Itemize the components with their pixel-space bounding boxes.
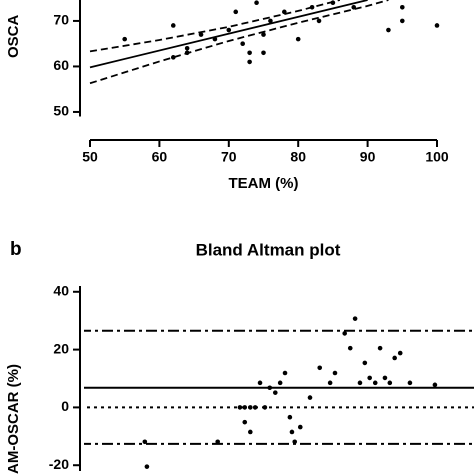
point <box>184 50 190 56</box>
point <box>351 4 357 10</box>
point <box>407 380 413 386</box>
point <box>432 382 438 388</box>
point <box>400 4 405 10</box>
panel-a: 50 60 70 OSCA 50 60 70 80 90 100 TEAM (%) <box>5 0 449 192</box>
y-tick-label: 40 <box>53 282 69 298</box>
x-tick-label: 80 <box>290 149 306 165</box>
point <box>184 45 190 51</box>
point <box>170 55 176 60</box>
point <box>297 424 303 430</box>
point <box>237 405 243 410</box>
point <box>257 380 263 386</box>
point <box>248 429 253 435</box>
chart-title: Bland Altman plot <box>196 240 341 259</box>
point <box>215 439 220 445</box>
point <box>292 439 298 445</box>
y-tick-label: 20 <box>53 340 69 356</box>
point <box>212 36 218 42</box>
y-axis-label: AM-OSCAR (%) <box>5 364 22 474</box>
point <box>316 18 322 24</box>
x-tick-label: 70 <box>221 149 237 165</box>
point <box>317 365 323 371</box>
point <box>233 9 239 15</box>
y-tick-label: 50 <box>53 103 69 119</box>
point <box>268 18 273 24</box>
x-tick-label: 60 <box>152 149 168 165</box>
point <box>327 380 333 386</box>
point <box>342 331 347 336</box>
point <box>400 18 405 24</box>
point <box>242 419 248 425</box>
point <box>170 23 176 28</box>
plot-area <box>89 0 440 85</box>
point <box>386 27 391 33</box>
point <box>247 59 252 65</box>
point <box>267 385 273 391</box>
point <box>272 390 278 395</box>
point <box>248 405 253 410</box>
point <box>367 375 372 381</box>
x-tick-label: 90 <box>360 149 376 165</box>
point <box>262 405 268 410</box>
point <box>330 0 336 6</box>
point <box>309 4 315 10</box>
x-axis-label: TEAM (%) <box>229 175 299 192</box>
x-tick-label: 50 <box>82 149 98 165</box>
point <box>332 370 338 376</box>
y-tick-label: 0 <box>61 398 69 414</box>
point <box>277 380 283 386</box>
point <box>254 0 259 6</box>
point <box>144 464 150 469</box>
point <box>240 41 245 46</box>
y-tick-label: 60 <box>53 57 69 73</box>
point <box>357 380 363 386</box>
point <box>295 36 301 42</box>
point <box>261 32 266 37</box>
point <box>377 345 383 351</box>
point <box>387 380 393 386</box>
panel-b: -20 0 20 40 AM-OSCAR (%) b Bland Altman plot <box>5 239 474 474</box>
point <box>247 50 252 56</box>
point <box>282 9 287 15</box>
point <box>347 345 353 351</box>
point <box>142 439 148 445</box>
point <box>261 50 266 56</box>
point <box>252 405 258 410</box>
point <box>307 395 313 400</box>
point <box>289 429 295 435</box>
point <box>434 23 440 28</box>
point <box>226 27 232 33</box>
fit-line <box>89 0 389 85</box>
panel-label: b <box>10 239 22 260</box>
point <box>362 360 368 366</box>
point <box>242 405 248 410</box>
point <box>198 32 204 37</box>
point <box>122 36 127 42</box>
fit-line <box>89 0 341 53</box>
x-tick-label: 100 <box>425 149 449 165</box>
point <box>352 316 358 321</box>
point <box>287 414 293 420</box>
plot-area <box>84 316 474 469</box>
fit-line <box>89 0 368 69</box>
point <box>397 350 403 356</box>
y-tick-label: 70 <box>53 12 69 28</box>
y-axis-label: OSCA <box>5 14 22 58</box>
point <box>392 355 397 361</box>
point <box>372 380 378 386</box>
point <box>382 375 388 381</box>
y-tick-label: -20 <box>49 456 69 472</box>
point <box>282 370 288 376</box>
